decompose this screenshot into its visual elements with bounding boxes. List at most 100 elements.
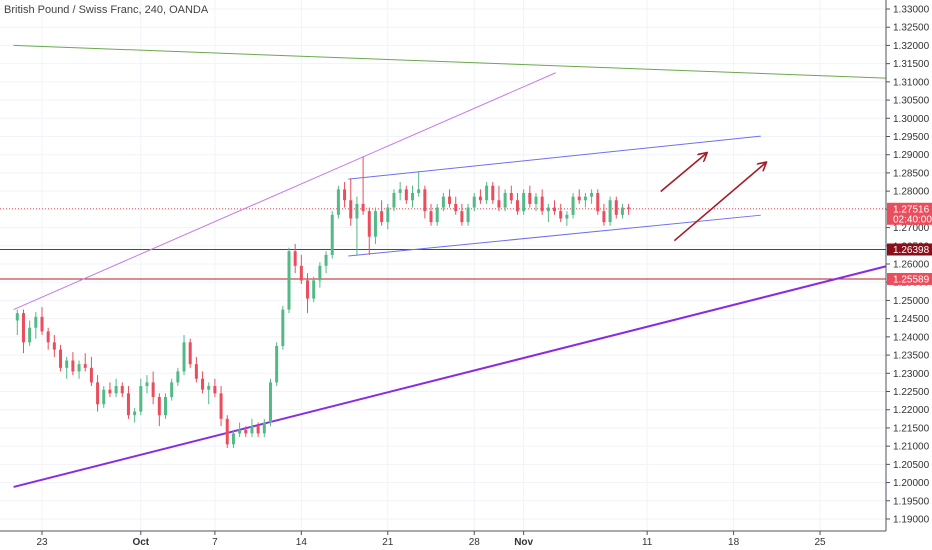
candle-body [77, 364, 81, 372]
candle [83, 353, 87, 372]
candle-body [151, 382, 155, 397]
y-tick-label: 1.25000 [893, 296, 930, 307]
candle-body [553, 207, 557, 212]
candle [522, 189, 526, 215]
level-price-badge-bg [887, 243, 932, 256]
candle-body [164, 396, 167, 416]
candle-body [194, 364, 198, 379]
trendlines [13, 44, 888, 488]
candle [509, 185, 513, 204]
candle-body [349, 200, 353, 219]
candle-body [522, 192, 526, 212]
x-tick-label: Nov [514, 537, 533, 548]
candle-body [404, 189, 408, 201]
candle-body [89, 367, 93, 383]
chart-title: British Pound / Swiss Franc, 240, OANDA [4, 4, 209, 16]
candle [65, 356, 69, 379]
projection-arrow[interactable] [673, 163, 765, 242]
candle-body [293, 251, 297, 266]
x-axis-ticks[interactable]: 23 Oct 7 14 21 28 Nov 11 18 25 [36, 531, 826, 548]
candle-body [380, 211, 384, 223]
x-tick-label: 28 [469, 537, 481, 548]
candle-body [102, 389, 106, 405]
candle-body [509, 192, 513, 201]
y-tick-label: 1.20000 [893, 478, 930, 489]
y-tick-label: 1.32000 [893, 41, 930, 52]
candle [577, 189, 581, 204]
candle [528, 185, 532, 208]
trendline-channel-lower[interactable] [348, 214, 761, 257]
bar-countdown-label: 02:40:00 [893, 214, 932, 225]
candle-body [367, 211, 371, 237]
x-tick-label: 11 [642, 537, 653, 548]
candle-body [478, 196, 482, 201]
trendline-violet-upper[interactable] [13, 72, 556, 310]
candle [608, 196, 612, 226]
current-price-label: 1.27516 [893, 204, 930, 215]
level-price-badge: 1.26398 [893, 245, 930, 256]
axes [0, 0, 887, 532]
y-tick-label: 1.26000 [893, 260, 930, 271]
candle-body [429, 211, 433, 223]
projection-arrow[interactable] [660, 153, 707, 193]
candle [108, 382, 112, 397]
y-axis-ticks[interactable]: 1.33000 1.32500 1.32000 1.31500 1.31000 1.305… [886, 5, 930, 526]
candle [429, 203, 433, 226]
y-tick-label: 1.22000 [893, 405, 930, 416]
candle [349, 178, 353, 226]
x-tick-label: 21 [382, 537, 394, 548]
candle-body [343, 189, 347, 201]
candle-body [312, 280, 316, 299]
candle [336, 185, 340, 219]
candle [207, 382, 211, 405]
candle [367, 207, 371, 255]
x-tick-label: 14 [296, 537, 308, 548]
candle [361, 156, 365, 215]
candle [312, 276, 316, 303]
candle-body [231, 433, 235, 445]
candle-body [571, 196, 575, 215]
candle-body [546, 207, 550, 212]
trendline-purple-support[interactable] [13, 265, 888, 488]
candle-body [244, 429, 248, 434]
candle-body [71, 360, 75, 372]
candle [454, 196, 458, 215]
candle-body [398, 189, 402, 193]
candle [194, 356, 198, 383]
candle [71, 352, 75, 376]
trendline-green-resistance[interactable] [13, 44, 888, 79]
candle-body [59, 349, 63, 368]
y-tick-label: 1.27000 [893, 223, 930, 234]
candle-body [534, 196, 538, 204]
candle [299, 254, 303, 285]
trendline-channel-upper[interactable] [348, 135, 761, 180]
candle-body [386, 207, 390, 223]
x-tick-label: 18 [728, 537, 740, 548]
candle [102, 386, 106, 408]
candle-body [275, 345, 279, 383]
horizontal-levels [0, 208, 886, 280]
candle [324, 251, 328, 274]
candle-body [139, 386, 143, 412]
x-tick-label: 7 [212, 537, 218, 548]
candle-body [330, 214, 334, 255]
y-tick-label: 1.30000 [893, 114, 930, 125]
candle-body [207, 386, 211, 390]
grid [0, 0, 886, 531]
candle [614, 196, 618, 219]
candle-body [262, 422, 266, 434]
candle-body [21, 313, 25, 343]
candle-body [528, 192, 532, 204]
candle [423, 185, 427, 219]
x-tick-label: Oct [132, 537, 149, 548]
candle-body [250, 426, 254, 434]
candle [398, 182, 402, 201]
candle [343, 182, 347, 208]
candle [441, 192, 445, 212]
candle [120, 382, 124, 397]
candle [478, 189, 482, 204]
y-tick-label: 1.31500 [893, 59, 930, 70]
candle-body [256, 426, 260, 434]
candle [515, 192, 519, 215]
candle [435, 203, 439, 226]
